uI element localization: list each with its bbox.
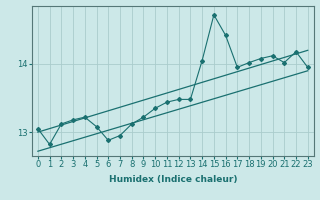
X-axis label: Humidex (Indice chaleur): Humidex (Indice chaleur) [108, 175, 237, 184]
